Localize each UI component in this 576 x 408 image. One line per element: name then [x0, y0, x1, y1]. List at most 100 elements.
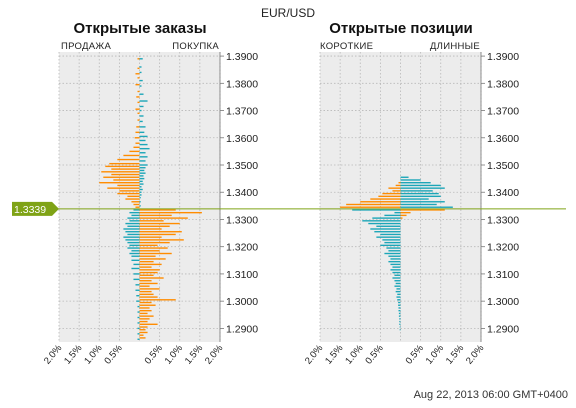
bar-short	[394, 274, 401, 276]
bar-buy	[139, 296, 158, 298]
bar-buy	[139, 66, 142, 68]
bar-short	[397, 299, 401, 301]
bar-short	[380, 244, 401, 247]
open-positions-title: Открытые позиции	[329, 20, 473, 37]
bar-sell	[133, 209, 140, 211]
x-axis-labels: 2.0%1.5%1.0%0.5% 0.5%1.0%1.5%2.0%	[42, 342, 226, 366]
bar-buy	[139, 191, 142, 193]
bar-buy	[139, 209, 176, 211]
bar-sell	[127, 233, 140, 236]
x-tick-label: 2.0%	[203, 342, 226, 366]
timestamp: Aug 22, 2013 06:00 GMT+0400	[414, 389, 568, 401]
y-tick-label: 1.3500	[487, 160, 519, 172]
x-tick-label: 1.5%	[444, 342, 467, 366]
bar-sell	[125, 198, 140, 200]
bar-sell	[133, 278, 140, 281]
x-tick-label: 2.0%	[42, 342, 65, 366]
bar-long	[400, 201, 445, 203]
bar-short	[398, 182, 401, 184]
bar-buy	[139, 93, 144, 95]
bar-long	[400, 190, 433, 192]
bar-short	[398, 304, 401, 306]
bar-buy	[139, 100, 148, 102]
bar-buy	[139, 285, 150, 287]
bar-sell	[137, 322, 140, 324]
bar-buy	[139, 318, 150, 320]
bar-sell	[111, 173, 140, 176]
bar-short	[399, 320, 401, 323]
bar-buy	[139, 115, 144, 117]
bar-sell	[117, 158, 140, 161]
bar-buy	[139, 175, 144, 177]
y-tick-label: 1.3800	[226, 78, 258, 90]
sell-label: ПРОДАЖА	[61, 41, 111, 52]
bar-buy	[139, 186, 142, 188]
pair-label: EUR/USD	[261, 6, 315, 20]
bar-sell	[135, 131, 140, 134]
bar-sell	[136, 300, 140, 302]
bar-buy	[139, 139, 146, 142]
x-tick-label: 1.0%	[424, 342, 447, 366]
bar-buy	[139, 309, 152, 312]
x-axis-labels: 2.0%1.5%1.0%0.5% 0.5%1.0%1.5%2.0%	[303, 342, 487, 366]
short-label: КОРОТКИЕ	[320, 41, 373, 52]
y-tick-label: 1.2900	[226, 323, 258, 335]
bar-short	[398, 301, 401, 304]
y-tick-label: 1.3400	[487, 187, 519, 199]
y-tick-label: 1.3400	[226, 187, 258, 199]
bar-long	[400, 217, 403, 219]
bar-sell	[137, 333, 140, 335]
bar-sell	[131, 255, 140, 257]
bar-buy	[139, 156, 148, 158]
bar-buy	[139, 183, 144, 185]
bar-sell	[137, 101, 140, 104]
bar-buy	[139, 247, 168, 249]
bar-sell	[135, 206, 140, 208]
bar-buy	[139, 263, 162, 266]
bar-short	[352, 209, 401, 211]
x-tick-label: 0.5%	[404, 342, 427, 366]
bar-short	[392, 277, 401, 279]
y-tick-label: 1.3900	[226, 51, 258, 63]
current-price-label: 1.3339	[14, 204, 46, 216]
bar-sell	[127, 247, 140, 249]
x-tick-label: 1.0%	[82, 342, 105, 366]
bar-buy	[139, 169, 145, 172]
bar-short	[395, 282, 401, 285]
bar-sell	[129, 220, 140, 222]
bar-buy	[139, 160, 146, 162]
bar-short	[392, 271, 401, 274]
bar-sell	[137, 119, 140, 121]
bar-buy	[139, 304, 156, 306]
bar-buy	[139, 274, 154, 276]
bar-buy	[139, 290, 152, 293]
bar-long	[400, 184, 441, 187]
bar-buy	[139, 120, 143, 123]
bar-buy	[139, 177, 145, 180]
y-tick-label: 1.3100	[226, 269, 258, 281]
bar-short	[388, 260, 401, 263]
y-tick-label: 1.3200	[487, 242, 519, 254]
bar-buy	[139, 147, 150, 150]
y-tick-label: 1.3300	[226, 214, 258, 226]
bar-buy	[139, 143, 148, 146]
bar-buy	[139, 194, 142, 196]
bar-short	[394, 285, 401, 287]
bar-short	[397, 293, 401, 296]
bar-buy	[139, 293, 154, 296]
bar-sell	[127, 217, 140, 219]
bar-sell	[131, 267, 140, 270]
y-tick-label: 1.3000	[226, 296, 258, 308]
current-price-marker	[12, 201, 59, 216]
bar-sell	[127, 241, 140, 244]
bar-buy	[139, 172, 146, 174]
bar-buy	[139, 282, 158, 285]
bar-sell	[137, 90, 140, 93]
bar-long	[400, 206, 453, 208]
bar-buy	[139, 105, 144, 108]
bar-short	[374, 231, 401, 233]
bar-buy	[139, 228, 162, 230]
bar-short	[398, 309, 401, 312]
bar-buy	[139, 288, 160, 290]
bar-short	[384, 214, 401, 217]
